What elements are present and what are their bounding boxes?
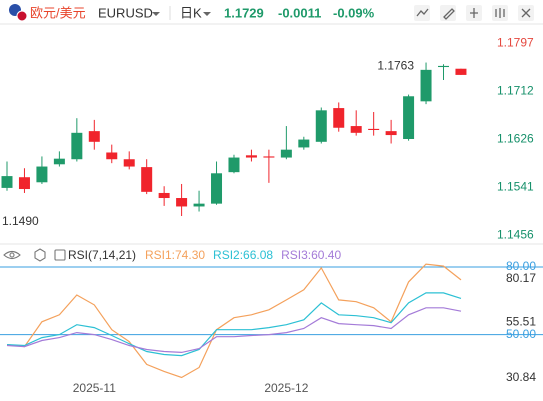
candle-body bbox=[368, 128, 380, 131]
candle-body bbox=[350, 126, 362, 133]
y-tick-label: 55.51 bbox=[506, 314, 536, 328]
y-tick-label: 1.1712 bbox=[497, 83, 534, 97]
rsi-line bbox=[6, 307, 462, 354]
legend-entry: RSI1:74.30 bbox=[145, 248, 205, 262]
candle-body bbox=[123, 159, 135, 167]
legend-entry: RSI3:60.40 bbox=[281, 248, 341, 262]
y-tick-label: 1.1456 bbox=[497, 227, 534, 241]
candle-body bbox=[263, 156, 275, 158]
candle-body bbox=[71, 132, 83, 160]
candle-body bbox=[106, 152, 118, 160]
candle-body bbox=[438, 65, 449, 68]
candle-body bbox=[315, 110, 327, 142]
compare-button[interactable] bbox=[466, 5, 482, 21]
period[interactable]: 日K bbox=[180, 5, 202, 20]
draw-button[interactable] bbox=[440, 5, 456, 21]
candle-body bbox=[298, 139, 310, 148]
period-dropdown[interactable] bbox=[203, 12, 211, 16]
flag-icon bbox=[9, 4, 28, 22]
candle-body bbox=[88, 131, 100, 142]
candle-body bbox=[280, 149, 292, 158]
pair-name[interactable]: 欧元/美元 bbox=[30, 5, 86, 20]
candle-body bbox=[1, 176, 13, 188]
y-tick-label: 1.1797 bbox=[497, 36, 534, 50]
candle-body bbox=[18, 177, 30, 190]
symbol-dropdown[interactable] bbox=[152, 12, 160, 16]
indicator-button[interactable] bbox=[414, 5, 430, 21]
candle-body bbox=[36, 166, 48, 183]
close-button[interactable] bbox=[518, 5, 534, 21]
checkbox[interactable] bbox=[54, 249, 66, 261]
x-tick-label: 2025-11 bbox=[73, 381, 116, 395]
legend-entry: RSI2:66.08 bbox=[213, 248, 273, 262]
candle-body bbox=[245, 155, 257, 158]
y-tick-label: 30.84 bbox=[506, 370, 536, 384]
symbol[interactable]: EURUSD bbox=[98, 5, 153, 20]
candle-body bbox=[141, 167, 153, 192]
eye-icon[interactable] bbox=[3, 250, 21, 260]
candle-body bbox=[211, 173, 223, 204]
x-tick-label: 2025-12 bbox=[264, 381, 308, 395]
rsi-line bbox=[6, 263, 462, 379]
level-label: 50.00 bbox=[506, 327, 536, 341]
candle-body bbox=[53, 158, 65, 165]
candle-body bbox=[385, 131, 397, 136]
y-tick-label: 80.17 bbox=[506, 271, 536, 285]
y-tick-label: 1.1626 bbox=[497, 132, 534, 146]
price: 1.1729 bbox=[224, 5, 264, 20]
rsi-line bbox=[6, 292, 462, 357]
gear-icon[interactable] bbox=[34, 248, 46, 262]
candle-body bbox=[455, 68, 467, 75]
change: -0.0011 bbox=[278, 5, 321, 20]
price-annotation: 1.1490 bbox=[2, 214, 39, 228]
change-pct: -0.09% bbox=[333, 5, 375, 20]
level-label: 80.00 bbox=[506, 259, 536, 273]
price-annotation: 1.1763 bbox=[377, 59, 414, 73]
settings-button[interactable] bbox=[492, 5, 508, 21]
y-tick-label: 1.1541 bbox=[497, 180, 534, 194]
candle-body bbox=[420, 69, 432, 102]
candle-body bbox=[193, 203, 205, 207]
candle-body bbox=[403, 96, 415, 139]
candle-body bbox=[176, 198, 188, 207]
candle-body bbox=[158, 192, 170, 199]
candle-body bbox=[228, 157, 240, 173]
rsi-title: RSI(7,14,21) bbox=[68, 248, 136, 262]
candle-body bbox=[333, 108, 345, 128]
